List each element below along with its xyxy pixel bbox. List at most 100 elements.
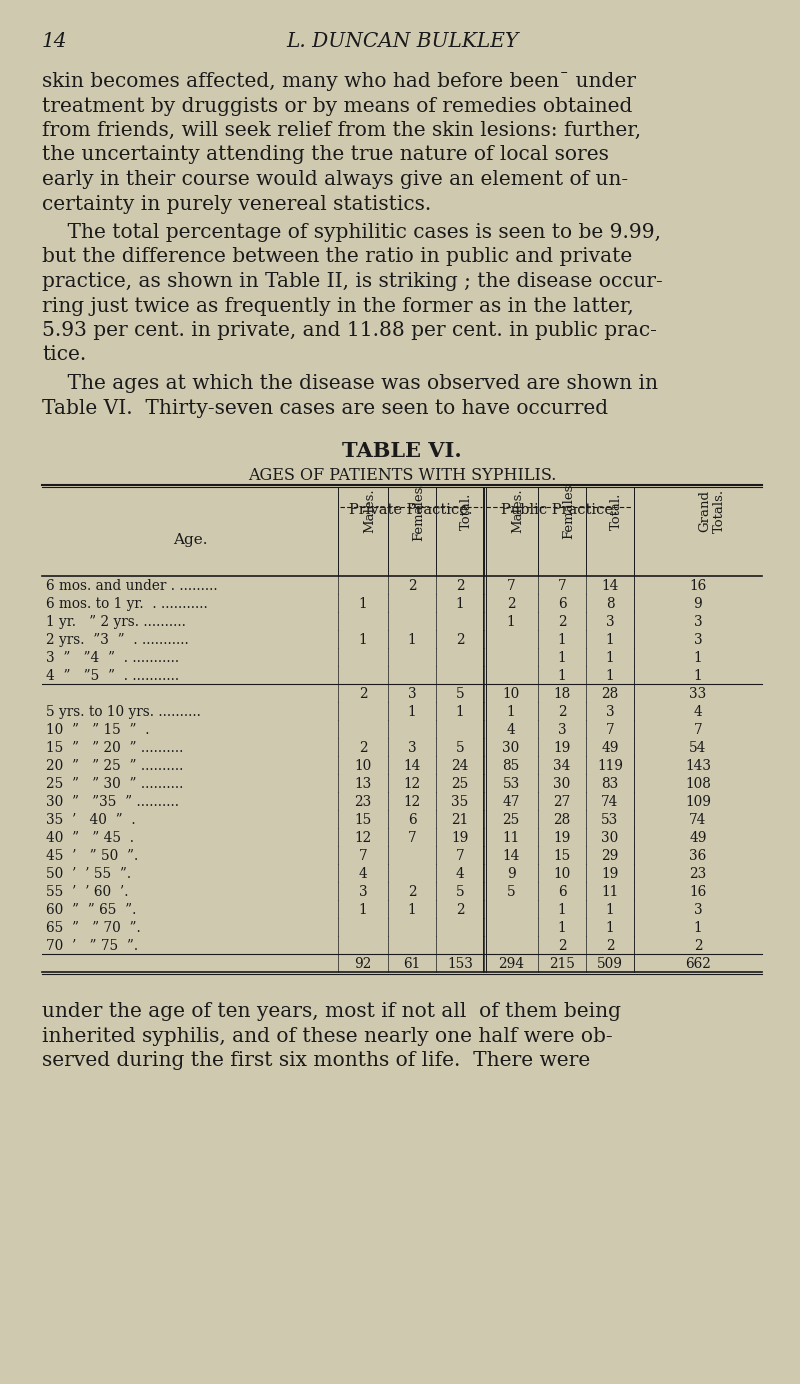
Text: 7: 7	[456, 848, 464, 862]
Text: 5: 5	[456, 740, 464, 754]
Text: 14: 14	[403, 758, 421, 772]
Text: Age.: Age.	[173, 533, 207, 547]
Text: 4: 4	[694, 704, 702, 718]
Text: Total.: Total.	[610, 493, 623, 530]
Text: 109: 109	[685, 794, 711, 808]
Text: 61: 61	[403, 956, 421, 972]
Text: from friends, will seek relief from the skin lesions: further,: from friends, will seek relief from the …	[42, 120, 641, 140]
Text: early in their course would always give an element of un-: early in their course would always give …	[42, 170, 628, 190]
Text: 45  ’   ” 50  ”.: 45 ’ ” 50 ”.	[46, 848, 138, 862]
Text: 1: 1	[694, 650, 702, 664]
Text: 53: 53	[502, 776, 520, 790]
Text: 4: 4	[358, 866, 367, 880]
Text: 1: 1	[694, 920, 702, 936]
Text: but the difference between the ratio in public and private: but the difference between the ratio in …	[42, 248, 632, 267]
Text: 25: 25	[451, 776, 469, 790]
Text: 4: 4	[456, 866, 464, 880]
Text: 15: 15	[554, 848, 570, 862]
Text: 28: 28	[554, 812, 570, 826]
Text: 3: 3	[358, 884, 367, 898]
Text: practice, as shown in Table II, is striking ; the disease occur-: practice, as shown in Table II, is strik…	[42, 273, 662, 291]
Text: TABLE VI.: TABLE VI.	[342, 441, 462, 461]
Text: 83: 83	[602, 776, 618, 790]
Text: 54: 54	[690, 740, 706, 754]
Text: 19: 19	[554, 740, 570, 754]
Text: 7: 7	[408, 830, 416, 844]
Text: 143: 143	[685, 758, 711, 772]
Text: 10: 10	[554, 866, 570, 880]
Text: 9: 9	[694, 597, 702, 610]
Text: 12: 12	[403, 794, 421, 808]
Text: The total percentage of syphilitic cases is seen to be 9.99,: The total percentage of syphilitic cases…	[42, 223, 661, 242]
Text: 7: 7	[606, 722, 614, 736]
Text: 15: 15	[354, 812, 372, 826]
Text: 24: 24	[451, 758, 469, 772]
Text: certainty in purely venereal statistics.: certainty in purely venereal statistics.	[42, 195, 431, 213]
Text: 1: 1	[606, 920, 614, 936]
Text: 2: 2	[694, 938, 702, 954]
Text: The ages at which the disease was observed are shown in: The ages at which the disease was observ…	[42, 374, 658, 393]
Text: 3: 3	[558, 722, 566, 736]
Text: Males.: Males.	[511, 489, 524, 533]
Text: 35  ’   40  ”  .: 35 ’ 40 ” .	[46, 812, 136, 826]
Text: Total.: Total.	[460, 493, 473, 530]
Text: 7: 7	[506, 579, 515, 592]
Text: 74: 74	[602, 794, 618, 808]
Text: 23: 23	[690, 866, 706, 880]
Text: 3: 3	[408, 686, 416, 700]
Text: 3  ”   ”4  ”  . ...........: 3 ” ”4 ” . ...........	[46, 650, 179, 664]
Text: Public Practice.: Public Practice.	[501, 502, 618, 518]
Text: 2: 2	[506, 597, 515, 610]
Text: 29: 29	[602, 848, 618, 862]
Text: 16: 16	[690, 579, 706, 592]
Text: 5.93 per cent. in private, and 11.88 per cent. in public prac-: 5.93 per cent. in private, and 11.88 per…	[42, 321, 657, 340]
Text: 1: 1	[558, 668, 566, 682]
Text: under the age of ten years, most if not all  of them being: under the age of ten years, most if not …	[42, 1002, 621, 1021]
Text: 14: 14	[42, 32, 67, 51]
Text: 12: 12	[403, 776, 421, 790]
Text: L. DUNCAN BULKLEY: L. DUNCAN BULKLEY	[286, 32, 518, 51]
Text: 1: 1	[408, 704, 416, 718]
Text: 2: 2	[606, 938, 614, 954]
Text: 53: 53	[602, 812, 618, 826]
Text: 11: 11	[502, 830, 520, 844]
Text: Females.: Females.	[412, 482, 425, 541]
Text: 2: 2	[408, 579, 416, 592]
Text: 30: 30	[602, 830, 618, 844]
Text: 1: 1	[358, 597, 367, 610]
Text: the uncertainty attending the true nature of local sores: the uncertainty attending the true natur…	[42, 145, 609, 165]
Text: 2: 2	[456, 632, 464, 646]
Text: 40  ”   ” 45  .: 40 ” ” 45 .	[46, 830, 134, 844]
Text: 14: 14	[502, 848, 520, 862]
Text: served during the first six months of life.  There were: served during the first six months of li…	[42, 1050, 590, 1070]
Text: 5 yrs. to 10 yrs. ..........: 5 yrs. to 10 yrs. ..........	[46, 704, 201, 718]
Text: 14: 14	[602, 579, 618, 592]
Text: ring just twice as frequently in the former as in the latter,: ring just twice as frequently in the for…	[42, 296, 634, 316]
Text: tice.: tice.	[42, 346, 86, 364]
Text: 19: 19	[554, 830, 570, 844]
Text: skin becomes affected, many who had before been¯ under: skin becomes affected, many who had befo…	[42, 72, 636, 91]
Text: 1: 1	[694, 668, 702, 682]
Text: 1: 1	[506, 704, 515, 718]
Text: 1 yr.   ” 2 yrs. ..........: 1 yr. ” 2 yrs. ..........	[46, 614, 186, 628]
Text: 7: 7	[694, 722, 702, 736]
Text: 509: 509	[597, 956, 623, 972]
Text: 2: 2	[456, 579, 464, 592]
Text: 662: 662	[685, 956, 711, 972]
Text: 1: 1	[558, 632, 566, 646]
Text: 1: 1	[358, 902, 367, 916]
Text: 1: 1	[606, 902, 614, 916]
Text: 19: 19	[451, 830, 469, 844]
Text: 1: 1	[606, 668, 614, 682]
Text: 49: 49	[690, 830, 706, 844]
Text: 2: 2	[358, 686, 367, 700]
Text: AGES OF PATIENTS WITH SYPHILIS.: AGES OF PATIENTS WITH SYPHILIS.	[248, 466, 556, 484]
Text: 2: 2	[558, 614, 566, 628]
Text: 3: 3	[408, 740, 416, 754]
Text: 7: 7	[358, 848, 367, 862]
Text: 35: 35	[451, 794, 469, 808]
Text: 3: 3	[694, 614, 702, 628]
Text: 2: 2	[558, 938, 566, 954]
Text: 13: 13	[354, 776, 372, 790]
Text: 30: 30	[502, 740, 520, 754]
